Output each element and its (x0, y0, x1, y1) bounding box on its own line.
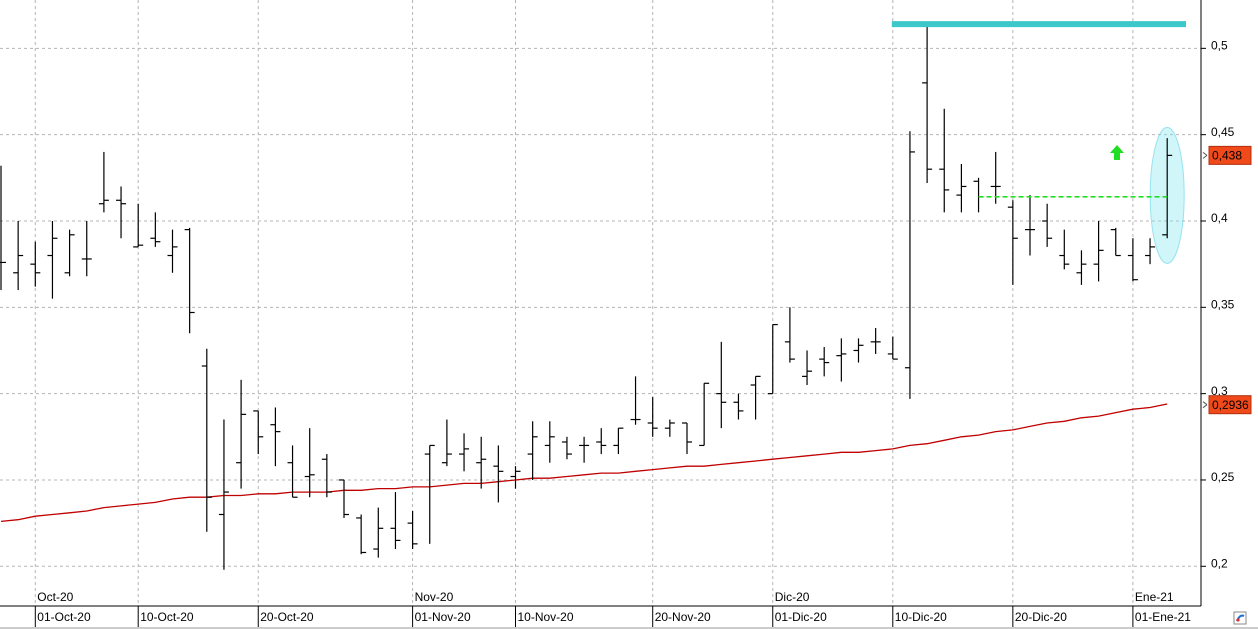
up-arrow (1110, 145, 1124, 160)
month-label: Ene-21 (1135, 590, 1174, 604)
y-tick-label: 0,45 (1211, 125, 1235, 139)
y-tick-label: 0,2 (1211, 556, 1228, 570)
month-label: Oct-20 (37, 590, 73, 604)
month-label: Nov-20 (415, 590, 454, 604)
price-label: 0,438 (1212, 149, 1242, 163)
y-tick-label: 0,35 (1211, 297, 1235, 311)
x-tick-label: 20-Nov-20 (655, 610, 711, 624)
corner-icon (1233, 611, 1247, 625)
y-tick-label: 0,25 (1211, 470, 1235, 484)
x-tick-label: 01-Ene-21 (1135, 610, 1191, 624)
grid (0, 0, 1201, 606)
price-label: 0,2936 (1212, 398, 1249, 412)
y-tick-label: 0,3 (1211, 384, 1228, 398)
marks (0, 21, 1186, 570)
price-pointer (1202, 151, 1208, 159)
x-tick-label: 01-Dic-20 (775, 610, 827, 624)
price-label-box (1208, 395, 1252, 415)
moving-average (0, 403, 1168, 523)
x-tick-label: 01-Oct-20 (37, 610, 91, 624)
x-tick-label: 10-Dic-20 (895, 610, 947, 624)
x-tick-label: 10-Nov-20 (518, 610, 574, 624)
month-label: Dic-20 (775, 590, 810, 604)
price-pointer (1202, 401, 1208, 409)
y-tick-label: 0,4 (1211, 211, 1228, 225)
price-label-box (1208, 145, 1252, 165)
x-tick-label: 20-Dic-20 (1015, 610, 1067, 624)
x-tick-label: 20-Oct-20 (260, 610, 314, 624)
x-tick-label: 10-Oct-20 (140, 610, 194, 624)
x-tick-label: 01-Nov-20 (415, 610, 471, 624)
y-tick-label: 0,5 (1211, 39, 1228, 53)
